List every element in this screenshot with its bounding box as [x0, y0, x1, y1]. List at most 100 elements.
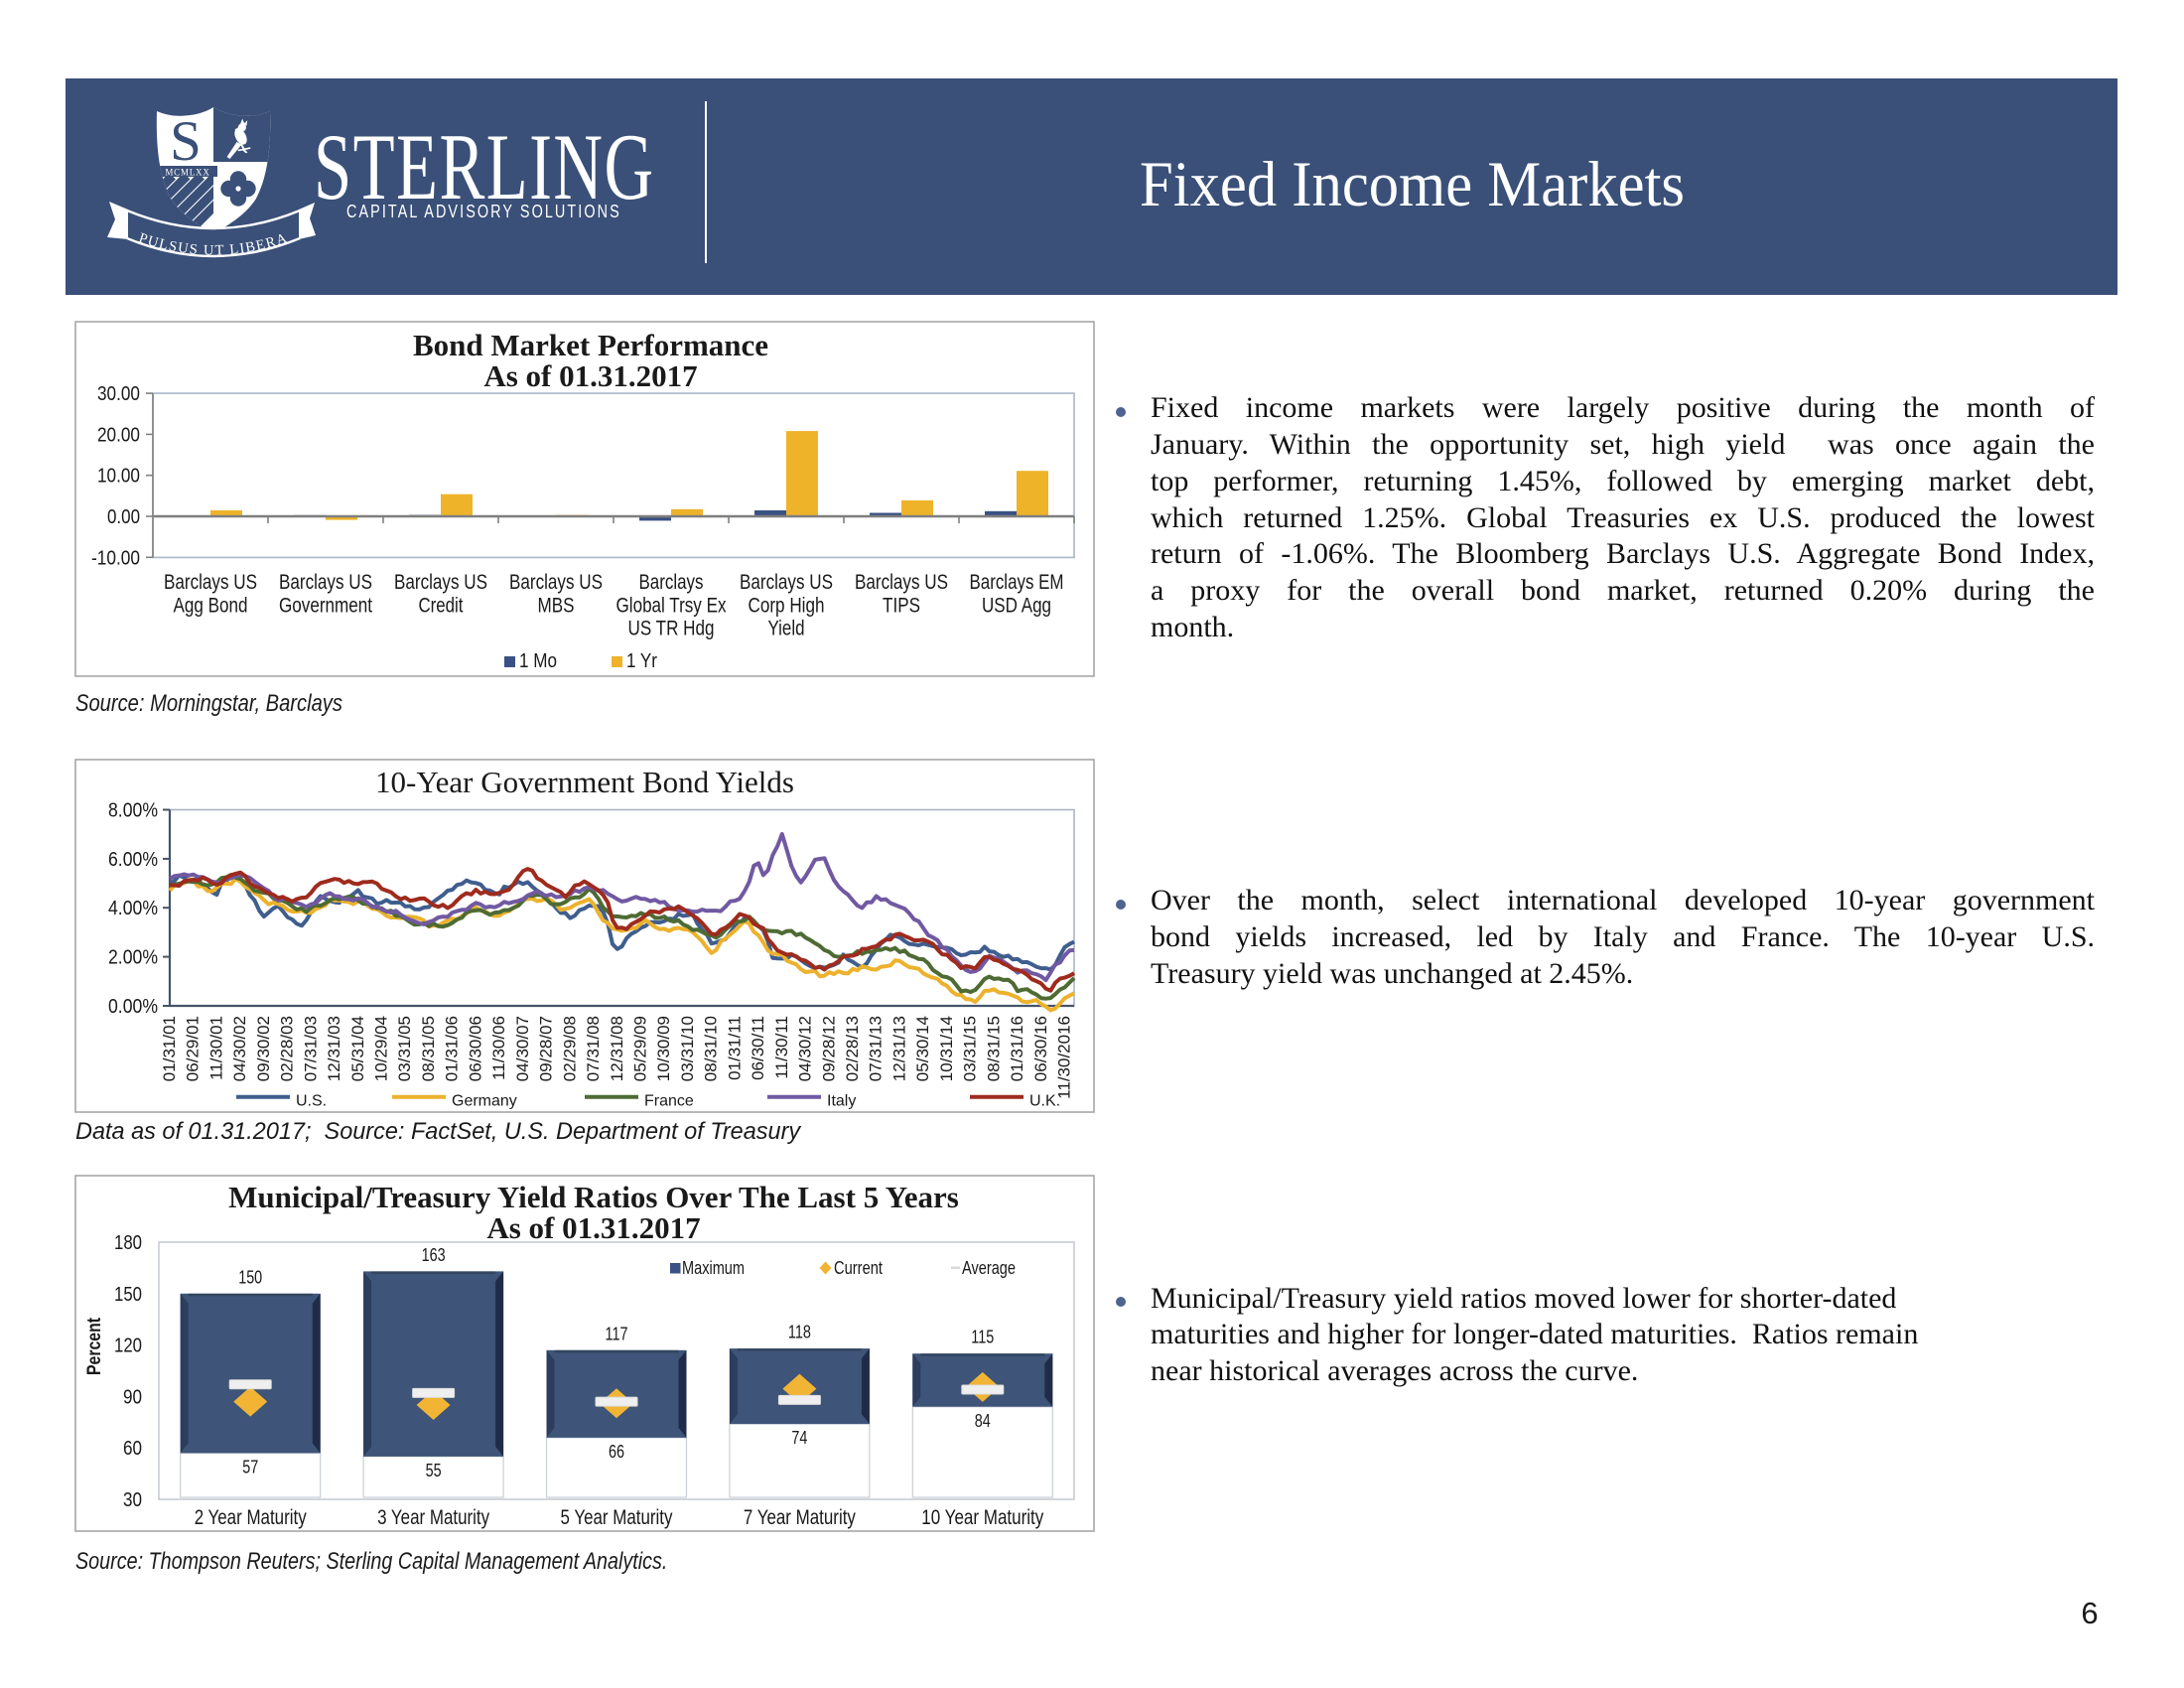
svg-text:Barclays EM: Barclays EM	[970, 571, 1064, 594]
svg-text:150: 150	[114, 1284, 142, 1306]
svg-text:0.00%: 0.00%	[108, 996, 158, 1018]
svg-text:163: 163	[422, 1244, 446, 1265]
svg-text:As of 01.31.2017: As of 01.31.2017	[483, 358, 697, 393]
svg-text:11/30/2016: 11/30/2016	[1055, 1016, 1074, 1099]
svg-text:USD Agg: USD Agg	[982, 594, 1051, 617]
svg-text:05/30/14: 05/30/14	[913, 1016, 932, 1081]
svg-text:7 Year Maturity: 7 Year Maturity	[744, 1506, 856, 1529]
svg-text:06/30/16: 06/30/16	[1031, 1016, 1050, 1081]
svg-text:04/30/07: 04/30/07	[513, 1016, 532, 1081]
svg-text:U.S.: U.S.	[296, 1093, 327, 1110]
svg-text:08/31/10: 08/31/10	[702, 1016, 721, 1081]
svg-text:08/31/15: 08/31/15	[984, 1016, 1003, 1081]
svg-text:1 Mo: 1 Mo	[519, 650, 557, 672]
svg-text:Average: Average	[962, 1258, 1016, 1278]
svg-text:09/30/02: 09/30/02	[254, 1016, 273, 1081]
svg-text:Corp High: Corp High	[749, 594, 825, 617]
svg-text:02/28/03: 02/28/03	[278, 1016, 297, 1081]
svg-text:Global Trsy Ex: Global Trsy Ex	[616, 594, 727, 617]
svg-text:Barclays US: Barclays US	[279, 571, 372, 594]
svg-text:10 Year Maturity: 10 Year Maturity	[921, 1506, 1043, 1529]
svg-text:10-Year Government Bond Yields: 10-Year Government Bond Yields	[375, 765, 794, 799]
svg-text:TIPS: TIPS	[883, 594, 920, 617]
svg-text:30: 30	[123, 1489, 142, 1511]
svg-text:01/31/11: 01/31/11	[725, 1016, 744, 1080]
svg-text:10/31/14: 10/31/14	[937, 1016, 956, 1081]
svg-text:90: 90	[123, 1386, 142, 1408]
svg-text:05/29/09: 05/29/09	[631, 1016, 650, 1081]
svg-text:12/31/13: 12/31/13	[889, 1016, 908, 1081]
svg-text:60: 60	[123, 1438, 142, 1460]
svg-text:12/31/08: 12/31/08	[608, 1016, 626, 1081]
svg-text:™: ™	[301, 231, 312, 243]
svg-text:10.00: 10.00	[97, 466, 140, 488]
svg-text:S: S	[170, 110, 202, 173]
svg-text:2.00%: 2.00%	[108, 947, 158, 969]
svg-text:09/28/07: 09/28/07	[537, 1016, 556, 1081]
svg-text:Germany: Germany	[452, 1093, 517, 1110]
svg-text:11/30/01: 11/30/01	[206, 1016, 225, 1080]
svg-text:11/30/06: 11/30/06	[489, 1016, 508, 1080]
svg-text:06/30/06: 06/30/06	[466, 1016, 484, 1081]
svg-text:Barclays US: Barclays US	[164, 571, 257, 594]
svg-text:04/30/12: 04/30/12	[796, 1016, 815, 1081]
svg-text:Italy: Italy	[827, 1093, 856, 1110]
svg-text:115: 115	[971, 1327, 994, 1347]
svg-text:04/30/02: 04/30/02	[230, 1016, 249, 1081]
svg-text:Bond Market Performance: Bond Market Performance	[413, 328, 768, 362]
svg-text:4.00%: 4.00%	[108, 898, 158, 919]
svg-text:MBS: MBS	[538, 594, 575, 617]
svg-text:07/31/13: 07/31/13	[867, 1016, 886, 1081]
svg-text:0.00: 0.00	[107, 506, 140, 528]
svg-text:10/29/04: 10/29/04	[372, 1016, 391, 1081]
svg-text:10/30/09: 10/30/09	[654, 1016, 673, 1081]
svg-text:3 Year Maturity: 3 Year Maturity	[377, 1506, 489, 1529]
svg-text:11/30/11: 11/30/11	[772, 1016, 791, 1079]
svg-text:Barclays US: Barclays US	[855, 571, 948, 594]
svg-text:Credit: Credit	[419, 594, 464, 617]
svg-text:Barclays US: Barclays US	[509, 571, 603, 594]
svg-text:07/31/08: 07/31/08	[584, 1016, 603, 1081]
svg-text:09/28/12: 09/28/12	[819, 1016, 838, 1081]
svg-text:5 Year Maturity: 5 Year Maturity	[561, 1506, 673, 1529]
svg-text:02/29/08: 02/29/08	[560, 1016, 579, 1081]
svg-text:12/31/03: 12/31/03	[325, 1016, 343, 1081]
svg-text:Barclays US: Barclays US	[394, 571, 487, 594]
svg-text:180: 180	[114, 1232, 142, 1254]
svg-text:30.00: 30.00	[97, 383, 140, 405]
svg-text:1 Yr: 1 Yr	[626, 650, 657, 672]
svg-text:08/31/05: 08/31/05	[419, 1016, 438, 1081]
svg-text:France: France	[644, 1093, 694, 1110]
svg-text:Agg Bond: Agg Bond	[174, 594, 248, 617]
svg-text:Current: Current	[834, 1258, 883, 1278]
svg-text:-10.00: -10.00	[91, 547, 140, 569]
svg-text:As of 01.31.2017: As of 01.31.2017	[486, 1210, 700, 1245]
svg-text:03/31/15: 03/31/15	[961, 1016, 980, 1081]
svg-text:05/31/04: 05/31/04	[348, 1016, 367, 1081]
svg-text:74: 74	[791, 1427, 807, 1448]
svg-text:Municipal/Treasury Yield Ratio: Municipal/Treasury Yield Ratios Over The…	[228, 1180, 959, 1214]
svg-text:06/29/01: 06/29/01	[184, 1016, 203, 1081]
svg-text:Yield: Yield	[768, 618, 805, 640]
svg-text:01/31/16: 01/31/16	[1008, 1016, 1026, 1081]
svg-text:Barclays: Barclays	[639, 571, 704, 594]
svg-text:03/31/10: 03/31/10	[678, 1016, 697, 1081]
svg-text:55: 55	[426, 1460, 442, 1480]
svg-text:01/31/06: 01/31/06	[443, 1016, 462, 1081]
svg-text:66: 66	[609, 1441, 624, 1462]
svg-text:150: 150	[238, 1266, 262, 1287]
svg-text:2 Year Maturity: 2 Year Maturity	[195, 1506, 307, 1529]
svg-text:8.00%: 8.00%	[108, 800, 158, 822]
svg-text:01/31/01: 01/31/01	[160, 1016, 179, 1081]
svg-text:07/31/03: 07/31/03	[301, 1016, 320, 1081]
svg-text:MCMLXX: MCMLXX	[165, 167, 209, 177]
svg-text:117: 117	[606, 1323, 628, 1343]
svg-text:Maximum: Maximum	[682, 1258, 745, 1278]
svg-text:Government: Government	[279, 594, 372, 617]
svg-text:US TR Hdg: US TR Hdg	[628, 618, 715, 640]
svg-text:84: 84	[975, 1410, 991, 1431]
svg-text:20.00: 20.00	[97, 424, 140, 446]
svg-text:57: 57	[242, 1456, 258, 1477]
svg-text:Percent: Percent	[84, 1317, 105, 1375]
svg-text:06/30/11: 06/30/11	[749, 1016, 767, 1080]
